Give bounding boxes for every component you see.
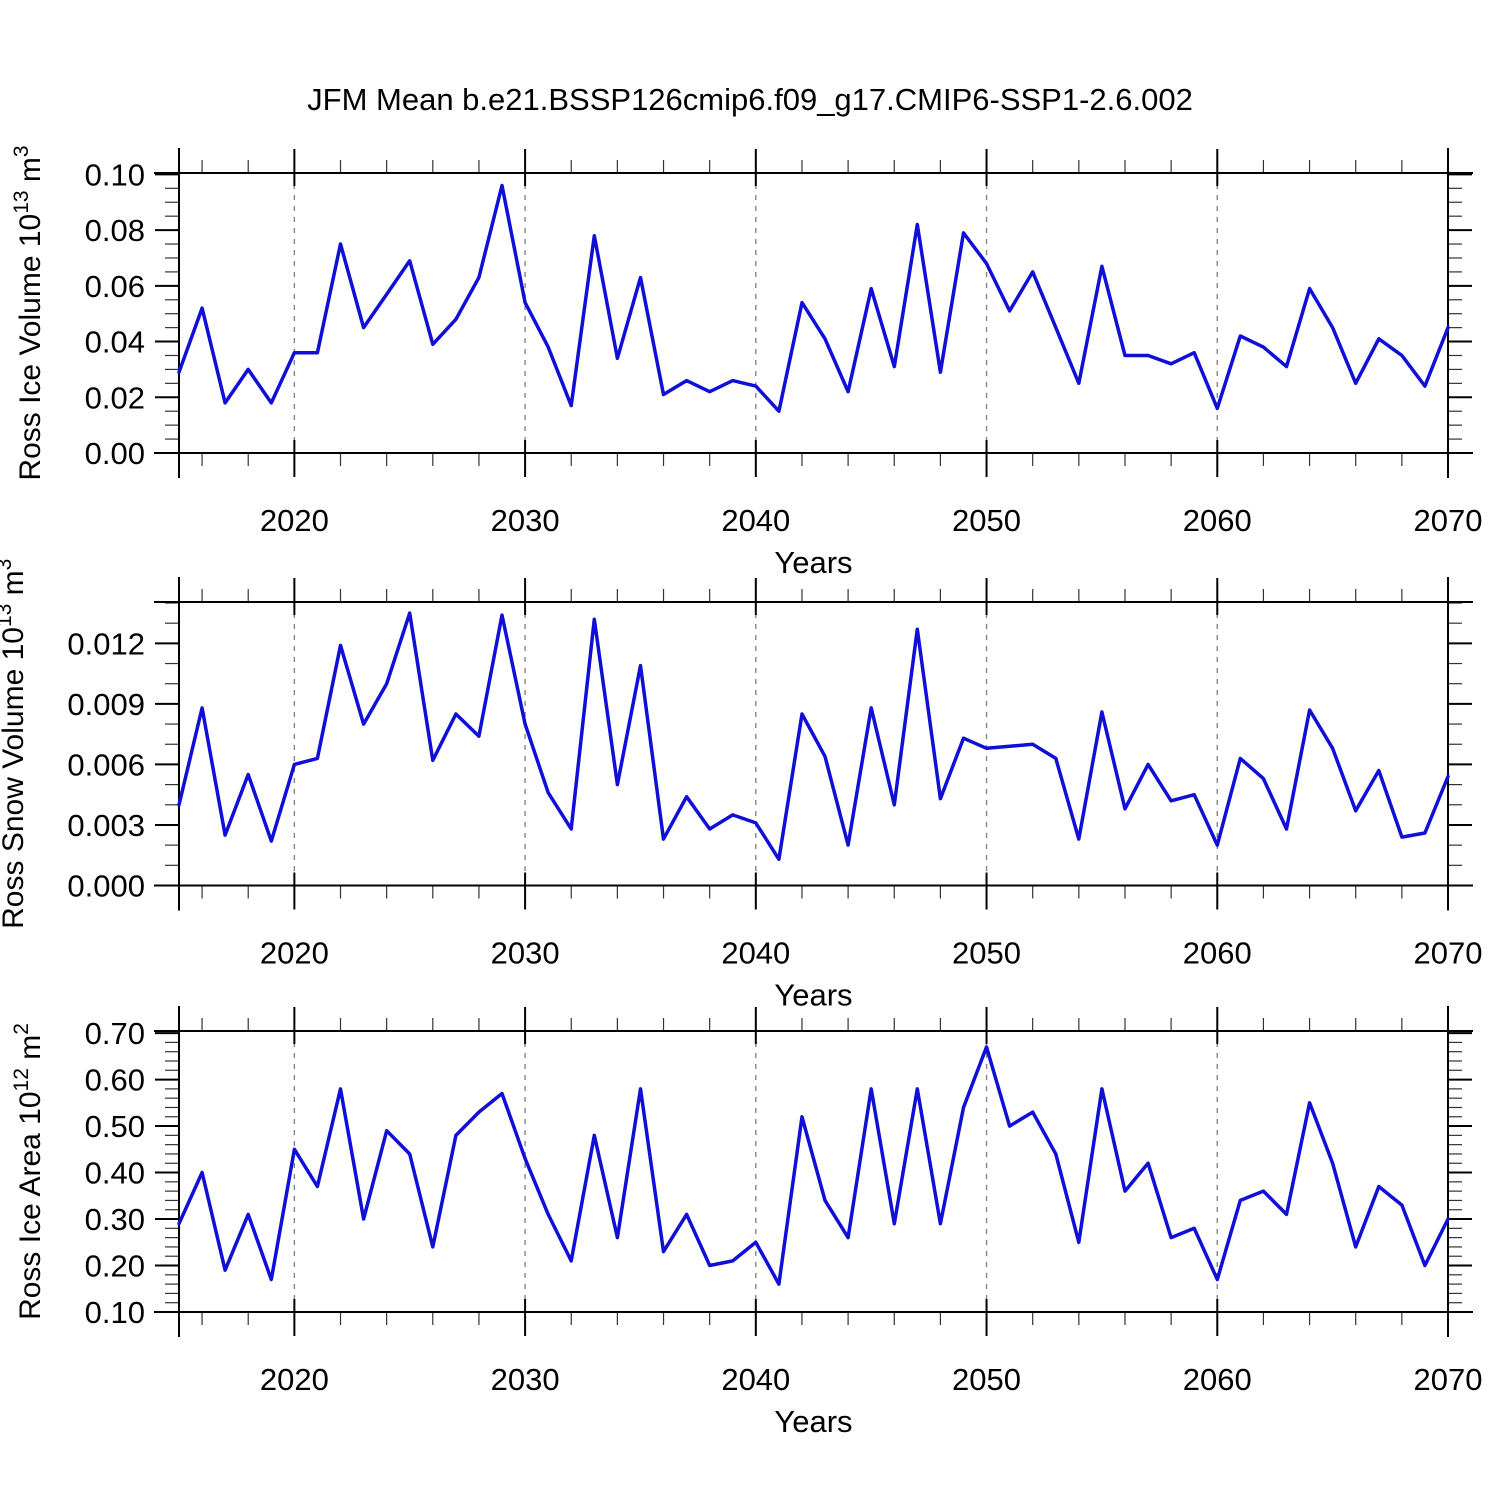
x-tick-label: 2060 bbox=[1183, 1362, 1252, 1397]
x-tick-label: 2070 bbox=[1414, 936, 1483, 971]
x-axis-title: Years bbox=[774, 1404, 852, 1439]
chart-ross-ice-area: 0.10 0.20 0.30 0.40 0.50 0.60 0.70 2020 2030 2040… bbox=[10, 1006, 1482, 1439]
y-tick-label: 0.70 bbox=[85, 1016, 145, 1051]
x-tick-label: 2030 bbox=[491, 936, 560, 971]
y-tick-label: 0.08 bbox=[85, 213, 145, 248]
y-tick-label: 0.009 bbox=[67, 687, 145, 722]
x-tick-label: 2020 bbox=[260, 503, 329, 538]
x-tick-label: 2040 bbox=[721, 503, 790, 538]
y-tick-label: 0.20 bbox=[85, 1249, 145, 1284]
chart-ross-snow-volume: 0.000 0.003 0.006 0.009 0.012 2020 2030 2040 205… bbox=[0, 559, 1482, 1013]
y-axis-title: Ross Ice Volume 1013 m3 bbox=[10, 145, 47, 480]
y-tick-label: 0.04 bbox=[85, 325, 145, 360]
x-tick-label: 2030 bbox=[491, 1362, 560, 1397]
x-axis-title: Years bbox=[774, 978, 852, 1013]
x-tick-label: 2060 bbox=[1183, 503, 1252, 538]
ross-ice-volume-line bbox=[177, 183, 1450, 413]
x-tick-label: 2020 bbox=[260, 1362, 329, 1397]
ross-snow-volume-line bbox=[177, 611, 1450, 862]
y-axis-title: Ross Snow Volume 1013 m3 bbox=[0, 559, 30, 929]
x-tick-label: 2040 bbox=[721, 1362, 790, 1397]
y-tick-label: 0.10 bbox=[85, 1295, 145, 1330]
y-axis-title: Ross Ice Area 1012 m2 bbox=[10, 1023, 47, 1320]
x-tick-label: 2050 bbox=[952, 936, 1021, 971]
x-tick-label: 2030 bbox=[491, 503, 560, 538]
y-tick-label: 0.003 bbox=[67, 808, 145, 843]
x-tick-label: 2020 bbox=[260, 936, 329, 971]
x-tick-label: 2050 bbox=[952, 503, 1021, 538]
y-tick-label: 0.40 bbox=[85, 1156, 145, 1191]
y-tick-label: 0.30 bbox=[85, 1202, 145, 1237]
y-tick-label: 0.000 bbox=[67, 869, 145, 904]
x-tick-label: 2040 bbox=[721, 936, 790, 971]
ross-ice-area-line bbox=[177, 1045, 1450, 1286]
chart-ross-ice-volume: 0.00 0.02 0.04 0.06 0.08 0.10 2020 2030 2040 2050… bbox=[10, 145, 1482, 580]
y-tick-label: 0.006 bbox=[67, 747, 145, 782]
y-tick-label: 0.06 bbox=[85, 269, 145, 304]
y-tick-label: 0.012 bbox=[67, 626, 145, 661]
x-axis-title: Years bbox=[774, 545, 852, 580]
y-tick-label: 0.50 bbox=[85, 1109, 145, 1144]
y-tick-label: 0.60 bbox=[85, 1063, 145, 1098]
page-title: JFM Mean b.e21.BSSP126cmip6.f09_g17.CMIP… bbox=[307, 82, 1193, 117]
x-tick-label: 2070 bbox=[1414, 503, 1483, 538]
y-tick-label: 0.00 bbox=[85, 436, 145, 471]
x-tick-label: 2070 bbox=[1414, 1362, 1483, 1397]
y-tick-label: 0.02 bbox=[85, 380, 145, 415]
x-tick-label: 2060 bbox=[1183, 936, 1252, 971]
y-tick-label: 0.10 bbox=[85, 157, 145, 192]
x-tick-label: 2050 bbox=[952, 1362, 1021, 1397]
